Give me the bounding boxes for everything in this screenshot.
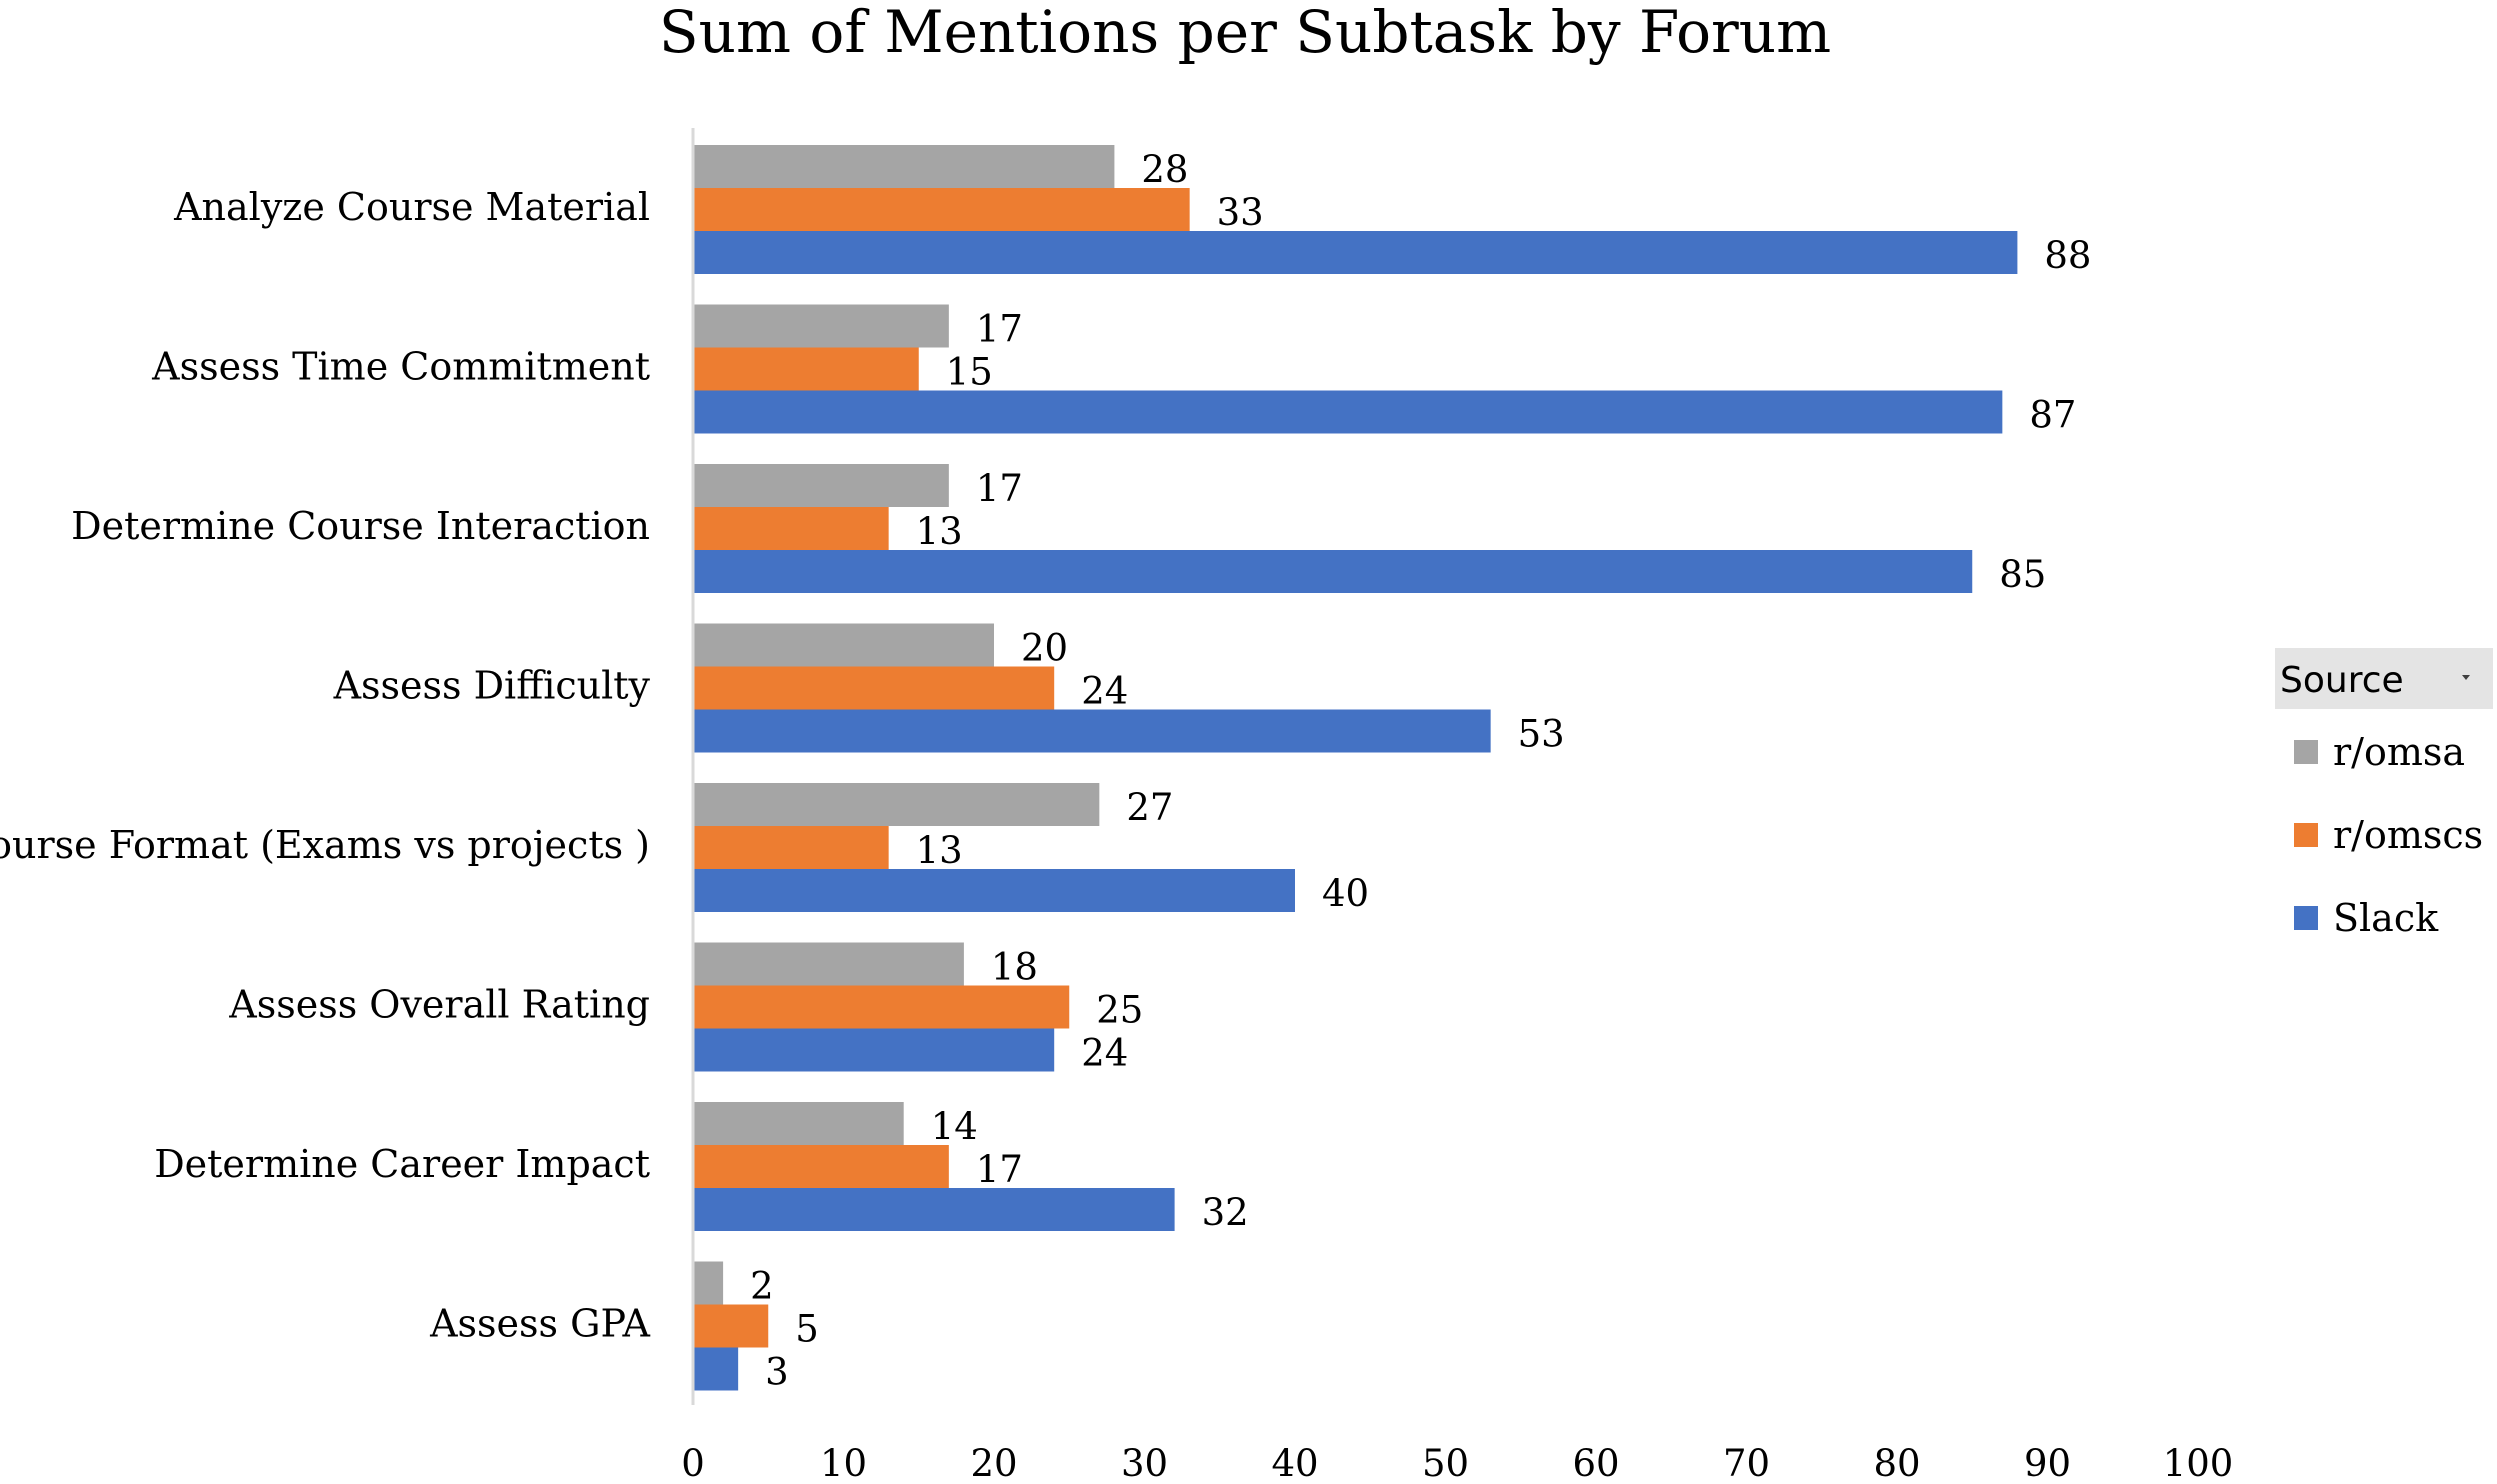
x-tick-label: 60 [1572,1442,1619,1484]
bar [693,464,949,507]
bar [693,783,1100,826]
data-label: 88 [2044,234,2091,277]
x-tick-label: 0 [681,1442,705,1484]
data-label: 33 [1217,191,1264,234]
data-label: 15 [946,351,993,394]
bar [693,985,1070,1029]
category-label: Assess Difficulty [333,664,651,708]
category-label: Determine Course Interaction [71,504,650,548]
bar [693,942,964,986]
bar [693,304,949,348]
bar [693,347,919,391]
data-label: 53 [1518,713,1565,756]
bar [693,390,2003,434]
bar [693,1347,739,1391]
legend-item[interactable]: r/omscs [2294,813,2483,857]
x-tick-label: 10 [820,1442,867,1484]
bar [693,1145,949,1188]
data-label: 25 [1096,989,1143,1032]
bar [693,666,1055,710]
bar [693,623,994,667]
x-axis-ticks: 0 10 20 30 40 50 60 70 80 90 100 [681,1442,2233,1484]
legend-item[interactable]: Slack [2294,896,2439,940]
legend-label: r/omscs [2333,813,2483,857]
legend-title: Source [2280,660,2404,701]
bar [693,1028,1055,1072]
category-label: Assess Time Commitment [151,345,650,389]
data-label: 5 [795,1308,819,1351]
data-label: 20 [1021,627,1068,670]
bar [693,188,1190,231]
data-label: 85 [1999,553,2046,596]
x-tick-label: 20 [970,1442,1017,1484]
bar [693,826,889,869]
legend-item[interactable]: r/omsa [2294,730,2465,774]
bar [693,709,1491,753]
x-tick-label: 70 [1723,1442,1770,1484]
legend-label: Slack [2333,896,2439,940]
bar [693,1304,769,1348]
chart-title: Sum of Mentions per Subtask by Forum [659,0,1831,66]
bar [693,1102,904,1145]
data-label: 2 [750,1265,774,1308]
data-label: 40 [1322,872,1369,915]
x-tick-label: 50 [1422,1442,1469,1484]
chevron-down-icon[interactable] [2462,675,2470,680]
category-label: Course Format (Exams vs projects ) [0,823,650,867]
legend-swatch [2294,906,2318,930]
legend-header[interactable] [2275,648,2493,709]
data-label: 17 [976,467,1023,510]
data-label: 17 [976,1148,1023,1191]
legend-label: r/omsa [2333,730,2465,774]
data-label: 17 [976,308,1023,351]
data-label: 13 [916,510,963,553]
data-label: 13 [916,829,963,872]
x-tick-label: 30 [1121,1442,1168,1484]
bar [693,1261,724,1305]
plot-area: 2833881715871713852024532713401825241417… [693,145,2091,1394]
x-tick-label: 40 [1271,1442,1318,1484]
data-label: 24 [1081,1032,1128,1075]
legend-swatch [2294,740,2318,764]
bar [693,550,1973,593]
bar [693,507,889,550]
data-label: 14 [931,1105,978,1148]
data-label: 27 [1126,786,1173,829]
bar [693,231,2018,274]
category-label: Assess Overall Rating [228,983,650,1027]
category-labels: Analyze Course Material Assess Time Commi… [0,185,651,1346]
x-tick-label: 80 [1873,1442,1920,1484]
data-label: 28 [1141,148,1188,191]
x-tick-label: 100 [2163,1442,2234,1484]
category-label: Assess GPA [429,1302,650,1346]
bar [693,1188,1175,1231]
category-label: Analyze Course Material [173,185,650,229]
data-label: 3 [765,1351,789,1394]
legend-swatch [2294,823,2318,847]
category-label: Determine Career Impact [154,1142,650,1186]
data-label: 24 [1081,670,1128,713]
bar [693,145,1115,188]
x-tick-label: 90 [2024,1442,2071,1484]
bar [693,869,1295,912]
data-label: 87 [2029,394,2076,437]
data-label: 18 [991,946,1038,989]
legend[interactable]: Source r/omsa r/omscs Slack [2275,648,2493,940]
data-label: 32 [1202,1191,1249,1234]
